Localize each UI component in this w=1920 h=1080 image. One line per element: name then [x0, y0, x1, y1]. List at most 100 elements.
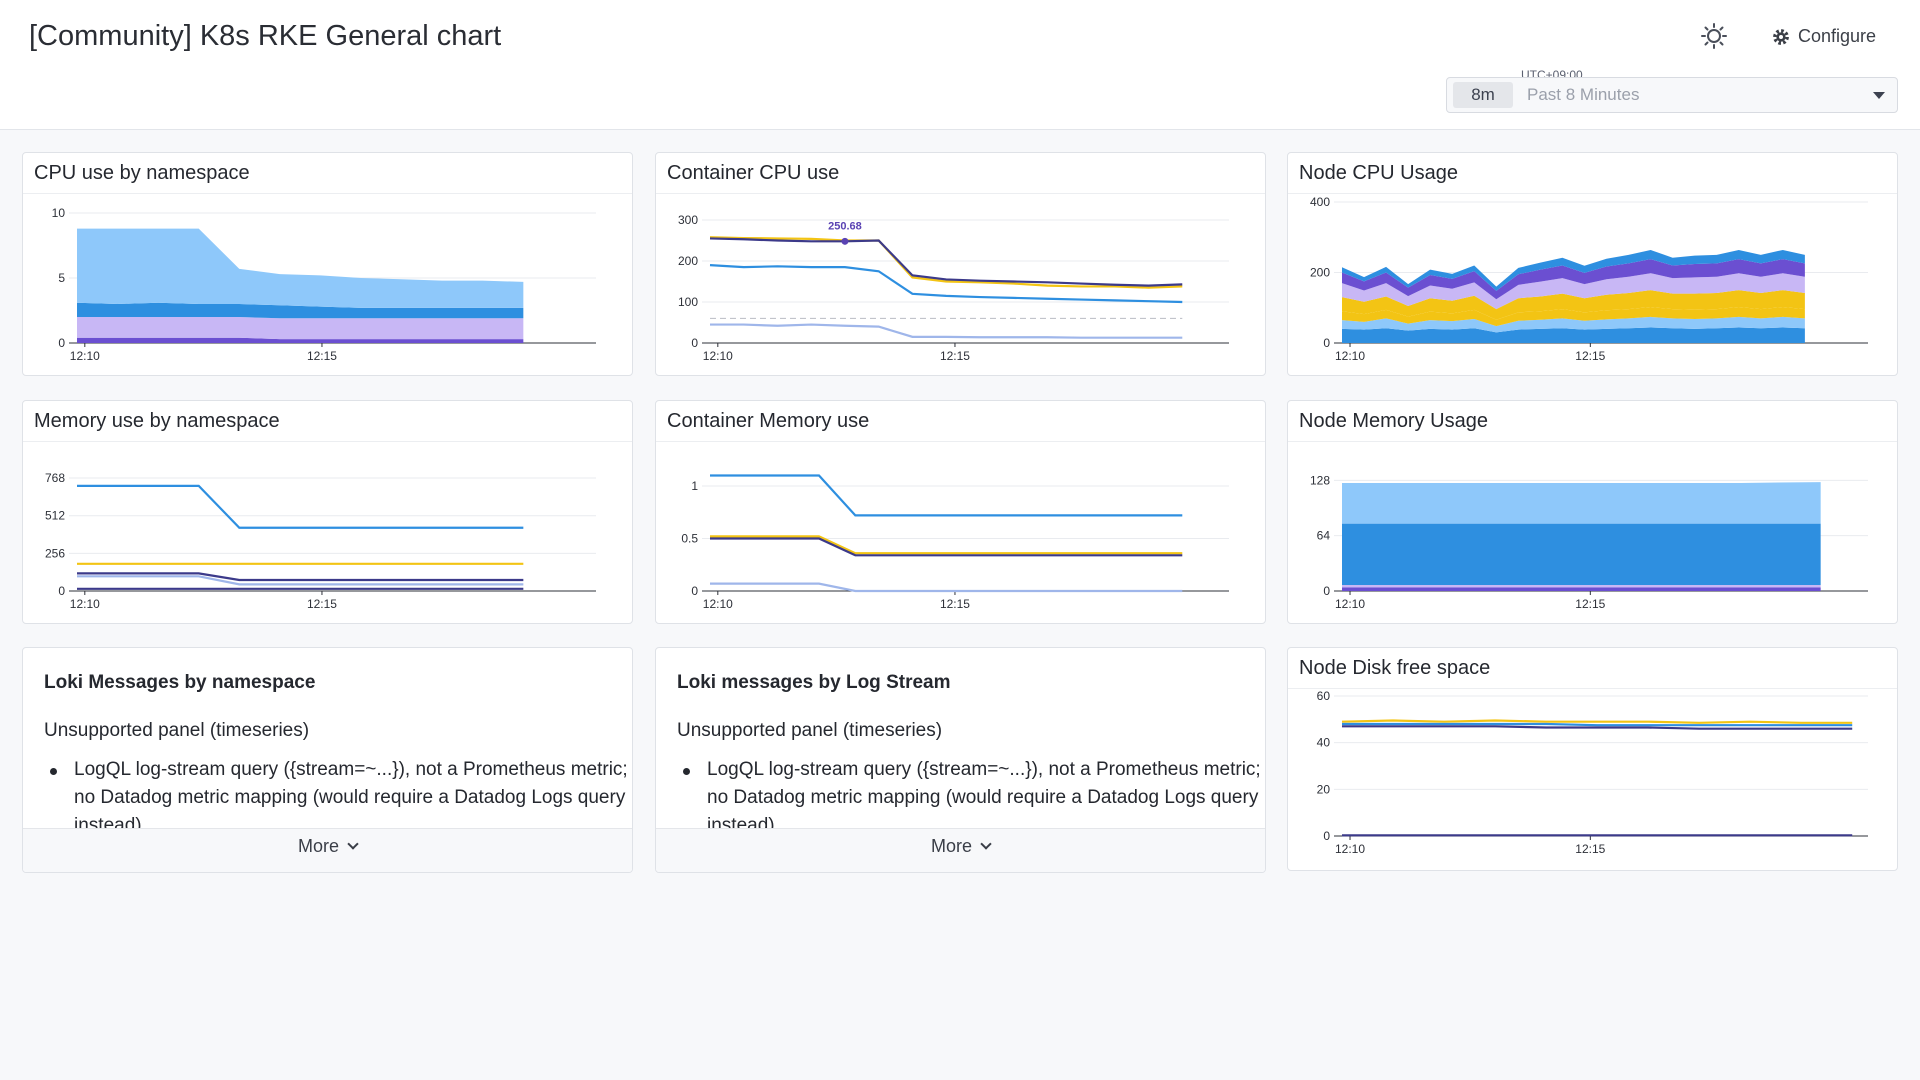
line-series-2 — [1342, 725, 1853, 730]
area-series-0 — [1342, 587, 1821, 591]
panel-loki-messages-log-stream: Loki messages by Log Stream Unsupported … — [655, 647, 1266, 873]
y-tick-label: 20 — [1317, 782, 1331, 796]
chart-node-memory[interactable]: 0 64 128 12:10 12:15 — [1288, 401, 1898, 624]
y-tick-label: 300 — [678, 213, 698, 227]
area-series-6 — [1342, 249, 1805, 291]
line-series-0 — [77, 484, 524, 529]
y-tick-label: 0 — [691, 336, 698, 350]
line-series-1 — [1342, 722, 1853, 727]
page-title: [Community] K8s RKE General chart — [29, 20, 502, 52]
area-series-1 — [1342, 316, 1805, 333]
line-series-2 — [77, 572, 524, 582]
chart-container-cpu[interactable]: 0 100 200 300 12:10 12:15 250.68 — [656, 153, 1266, 376]
configure-button[interactable]: Configure — [1772, 26, 1876, 47]
panel-memory-by-namespace[interactable]: Memory use by namespace 0 256 512 768 12:10 1… — [22, 400, 633, 624]
panel-container-memory[interactable]: Container Memory use 0 0.5 1 12:10 12:15 — [655, 400, 1266, 624]
area-series-3 — [1342, 482, 1821, 524]
y-tick-label: 0 — [691, 584, 698, 598]
x-tick-label: 12:10 — [703, 597, 733, 611]
y-tick-label: 10 — [52, 206, 66, 220]
y-tick-label: 100 — [678, 295, 698, 309]
unsupported-panel-notice: Unsupported panel (timeseries) — [677, 720, 943, 741]
panel-divider — [1288, 688, 1897, 689]
line-series-3 — [710, 323, 1183, 339]
time-range-text: Past 8 Minutes — [1527, 85, 1640, 104]
dashboard-header: [Community] K8s RKE General chart Config… — [0, 0, 1920, 130]
y-tick-label: 0 — [1323, 336, 1330, 350]
x-tick-label: 12:10 — [70, 597, 100, 611]
line-series-0 — [710, 474, 1183, 517]
y-tick-label: 60 — [1317, 689, 1331, 703]
panel-title: Node Disk free space — [1299, 657, 1491, 679]
line-series-1 — [710, 535, 1183, 555]
panel-loki-messages-namespace: Loki Messages by namespace Unsupported p… — [22, 647, 633, 873]
panel-divider — [1288, 193, 1897, 194]
y-tick-label: 200 — [1310, 266, 1330, 280]
y-tick-label: 256 — [45, 546, 65, 560]
hover-value-label: 250.68 — [828, 220, 862, 232]
y-tick-label: 5 — [58, 271, 65, 285]
panel-title: Node CPU Usage — [1299, 162, 1458, 184]
theme-toggle-button[interactable] — [1700, 20, 1732, 52]
chart-memory-by-namespace[interactable]: 0 256 512 768 12:10 12:15 — [23, 401, 633, 624]
panel-title: Container CPU use — [667, 162, 840, 184]
x-tick-label: 12:15 — [307, 597, 337, 611]
panel-node-cpu[interactable]: Node CPU Usage 0 200 400 12:10 12:15 — [1287, 152, 1898, 376]
x-tick-label: 12:15 — [940, 597, 970, 611]
panel-node-memory[interactable]: Node Memory Usage 0 64 128 12:10 12:15 — [1287, 400, 1898, 624]
x-tick-label: 12:15 — [1575, 842, 1605, 856]
panel-title: CPU use by namespace — [34, 162, 250, 184]
y-tick-label: 64 — [1317, 529, 1331, 543]
sun-icon — [1701, 23, 1727, 49]
chart-node-disk-free[interactable]: 0 20 40 60 12:10 12:15 — [1288, 648, 1898, 871]
y-tick-label: 0.5 — [681, 532, 698, 546]
chart-node-cpu[interactable]: 0 200 400 12:10 12:15 — [1288, 153, 1898, 376]
y-tick-label: 0 — [1323, 829, 1330, 843]
more-button[interactable]: More — [656, 836, 1265, 857]
area-series-2 — [77, 302, 524, 319]
y-tick-label: 128 — [1310, 473, 1330, 487]
panel-cpu-by-namespace[interactable]: CPU use by namespace 0 5 10 12:10 12:15 — [22, 152, 633, 376]
x-tick-label: 12:10 — [1335, 597, 1365, 611]
y-tick-label: 0 — [1323, 584, 1330, 598]
line-series-1 — [709, 237, 1183, 287]
panel-title: Loki messages by Log Stream — [677, 672, 951, 693]
line-series-3 — [710, 582, 1183, 593]
time-range-picker[interactable]: 8m Past 8 Minutes — [1446, 77, 1898, 113]
panel-title: Memory use by namespace — [34, 410, 280, 432]
area-series-4 — [1342, 273, 1805, 310]
chevron-down-icon — [980, 838, 992, 850]
x-tick-label: 12:10 — [70, 349, 100, 363]
panel-divider — [23, 441, 632, 442]
time-range-chip: 8m — [1453, 82, 1513, 108]
x-tick-label: 12:15 — [307, 349, 337, 363]
x-tick-label: 12:10 — [1335, 842, 1365, 856]
x-tick-label: 12:15 — [940, 349, 970, 363]
chart-cpu-by-namespace[interactable]: 0 5 10 12:10 12:15 — [23, 153, 633, 376]
chart-container-memory[interactable]: 0 0.5 1 12:10 12:15 — [656, 401, 1266, 624]
panel-container-cpu[interactable]: Container CPU use 0 100 200 300 12:10 12:15 25… — [655, 152, 1266, 376]
y-tick-label: 768 — [45, 471, 65, 485]
caret-down-icon — [1873, 92, 1885, 99]
area-series-3 — [77, 228, 524, 308]
line-series-2 — [709, 264, 1183, 304]
hover-point — [841, 237, 849, 245]
area-series-1 — [77, 317, 524, 340]
y-tick-label: 512 — [45, 509, 65, 523]
panel-title: Container Memory use — [667, 410, 870, 432]
line-series-3 — [77, 575, 524, 586]
panel-divider — [23, 193, 632, 194]
panel-divider — [1288, 441, 1897, 442]
panel-divider — [656, 441, 1265, 442]
y-tick-label: 1 — [691, 479, 698, 493]
y-tick-label: 400 — [1310, 195, 1330, 209]
more-button[interactable]: More — [23, 836, 632, 857]
gear-icon — [1773, 28, 1789, 45]
bullet-icon — [683, 768, 690, 775]
panel-title: Loki Messages by namespace — [44, 672, 316, 693]
line-series-0 — [709, 236, 1183, 289]
panel-title: Node Memory Usage — [1299, 410, 1488, 432]
panel-node-disk-free[interactable]: Node Disk free space 0 20 40 60 12:10 12:15 — [1287, 647, 1898, 871]
x-tick-label: 12:15 — [1575, 349, 1605, 363]
x-tick-label: 12:10 — [703, 349, 733, 363]
